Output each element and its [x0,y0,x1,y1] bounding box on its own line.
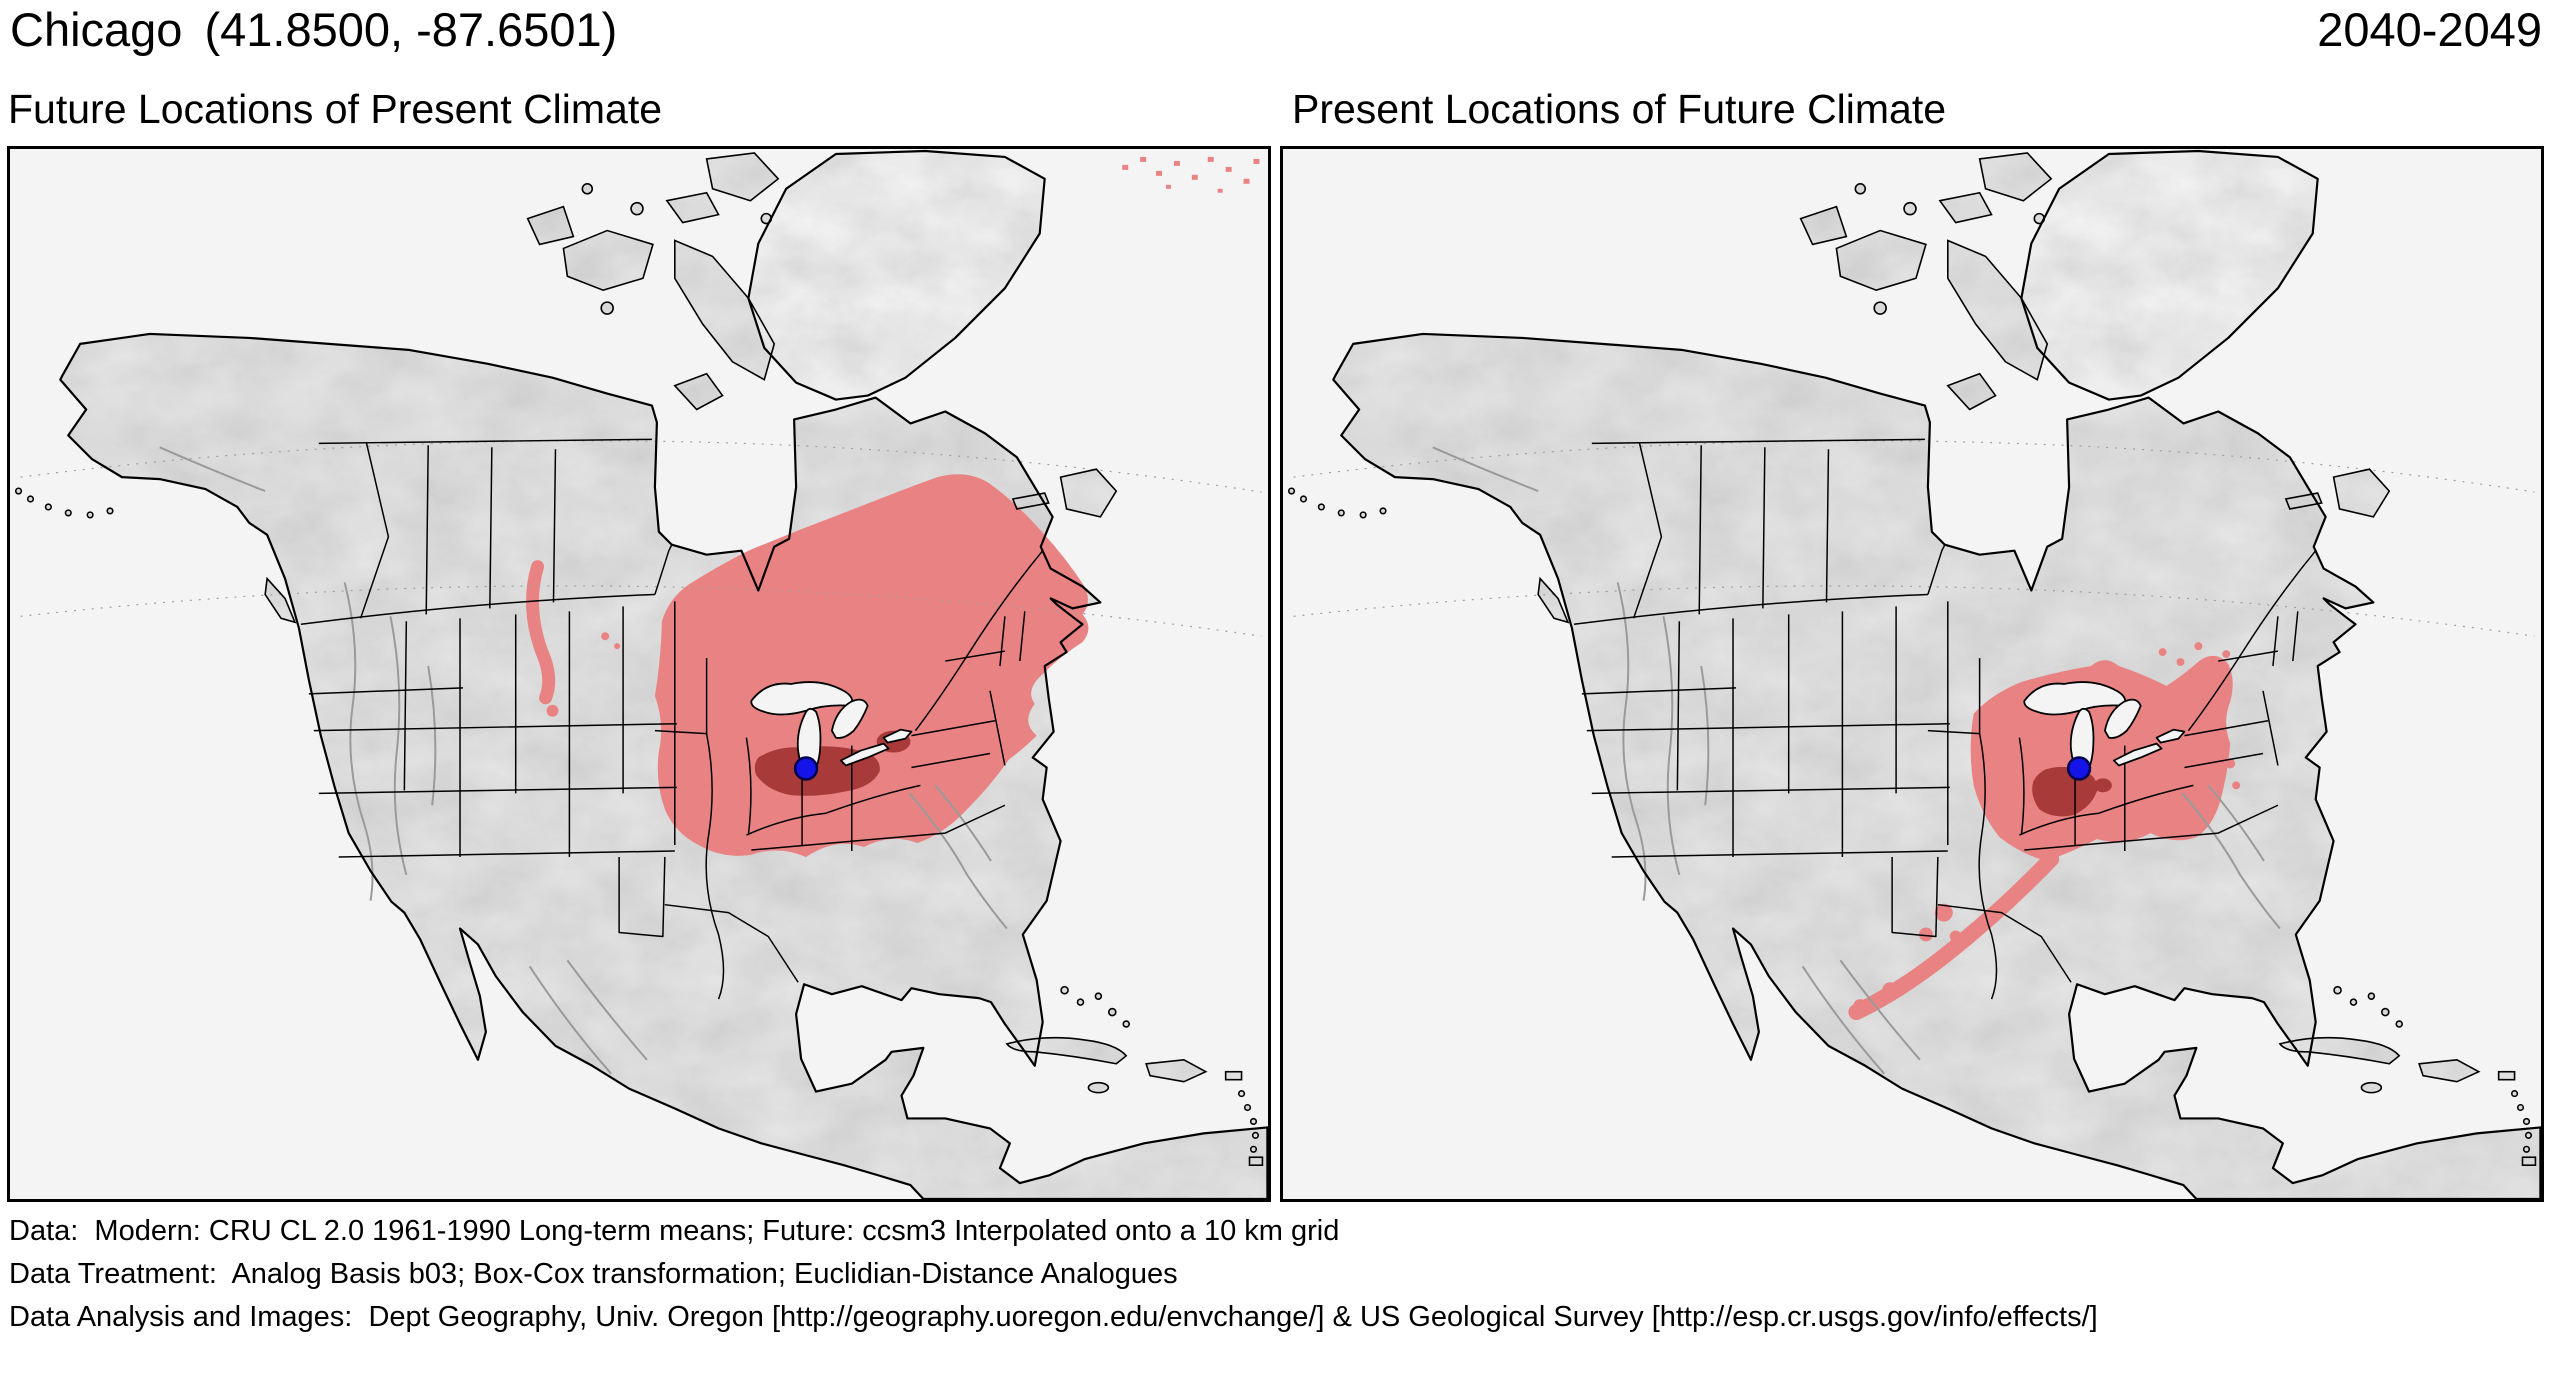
left-map-title: Future Locations of Present Climate [8,86,663,132]
right-map-canvas [1283,149,2541,1199]
map-future-locations-of-present-climate [7,146,1271,1202]
city-name: Chicago [10,3,183,56]
city-coordinates: (41.8500, -87.6501) [204,3,618,56]
chicago-marker [2066,756,2092,781]
map-present-locations-of-future-climate [1280,146,2544,1202]
footer-analysis-line: Data Analysis and Images: Dept Geography… [9,1301,2098,1333]
attribution-footer: Data: Modern: CRU CL 2.0 1961-1990 Long-… [9,1210,2098,1339]
decade-label: 2040-2049 [2317,3,2542,56]
left-arctic-analog-speckles [1122,156,1260,193]
footer-treatment-line: Data Treatment: Analog Basis b03; Box-Co… [9,1258,1178,1290]
right-northeast-analog-speckles [2158,642,2241,790]
chicago-marker [793,756,819,781]
left-map-canvas [10,149,1268,1199]
footer-data-line: Data: Modern: CRU CL 2.0 1961-1990 Long-… [9,1215,1340,1247]
right-map-title: Present Locations of Future Climate [1292,86,1947,132]
page-title: Chicago (41.8500, -87.6501) [10,2,617,57]
